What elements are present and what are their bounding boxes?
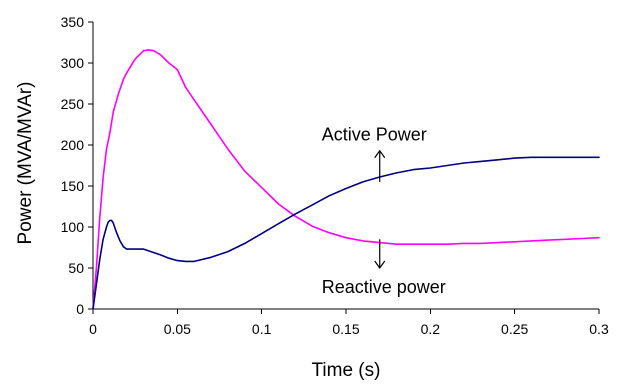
y-axis: 0 50 100 150 200 250 300 350: [61, 14, 94, 317]
annotation-layer: Active Power Reactive power: [322, 125, 446, 297]
y-tick-label: 50: [68, 260, 84, 276]
y-tick-label: 350: [61, 14, 85, 30]
annotation-label: Active Power: [322, 125, 427, 145]
y-tick-label: 150: [61, 178, 85, 194]
annotation-reactive-power: Reactive power: [322, 239, 446, 297]
x-axis-title: Time (s): [312, 360, 381, 381]
x-tick-label: 0.15: [332, 321, 359, 337]
y-tick-label: 200: [61, 137, 85, 153]
y-tick-label: 300: [61, 55, 85, 71]
x-tick-label: 0.1: [252, 321, 272, 337]
arrow-up-icon: [374, 149, 386, 159]
arrow-down-icon: [374, 260, 386, 270]
annotation-active-power: Active Power: [322, 125, 427, 182]
series-line-magenta: [92, 49, 600, 310]
y-tick-label: 250: [61, 96, 85, 112]
x-tick-label: 0.05: [164, 321, 191, 337]
y-tick-label: 0: [76, 301, 84, 317]
series-line-navy: [92, 156, 600, 310]
x-tick-label: 0.2: [421, 321, 441, 337]
y-tick-label: 100: [61, 219, 85, 235]
x-tick-label: 0.3: [589, 321, 609, 337]
series-layer: [92, 49, 600, 310]
x-axis: 0 0.05 0.1 0.15 0.2 0.25 0.3: [89, 308, 609, 337]
x-tick-label: 0.25: [501, 321, 528, 337]
x-tick-label: 0: [89, 321, 97, 337]
y-axis-title: Power (MVA/MVAr): [15, 82, 36, 245]
annotation-label: Reactive power: [322, 277, 446, 297]
